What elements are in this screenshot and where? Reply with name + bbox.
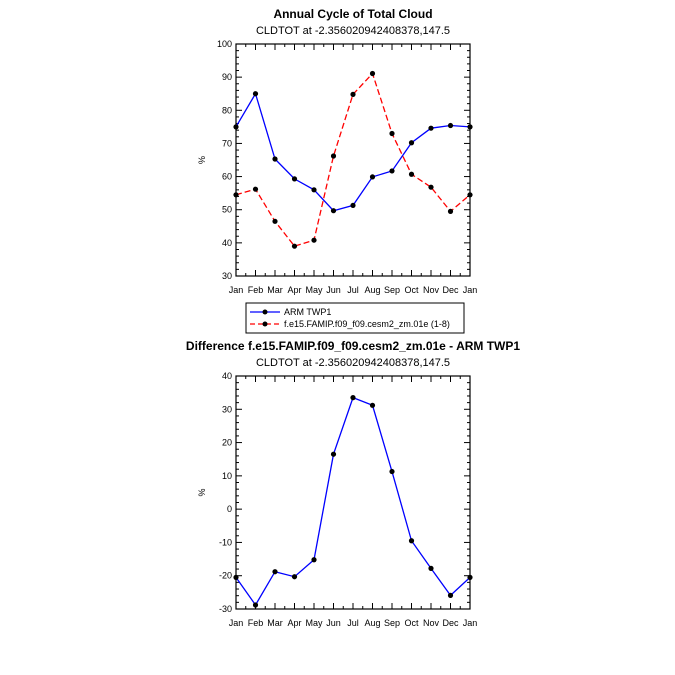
y-axis-label: % [197,156,207,164]
y-tick-label: 30 [222,404,232,414]
data-point [350,395,356,401]
data-point [467,192,473,198]
y-axis-label: % [197,488,207,496]
x-tick-label: Aug [364,285,380,295]
series-line-1 [235,92,471,212]
x-tick-label: Apr [287,285,301,295]
data-point [428,565,434,571]
x-tick-label: Feb [248,618,264,628]
data-point [350,91,356,97]
data-point [447,122,454,129]
y-tick-label: -20 [219,571,232,581]
series-line-2 [235,72,471,247]
x-tick-label: Mar [267,285,283,295]
y-tick-label: 60 [222,172,232,182]
x-tick-label: Jan [463,285,478,295]
data-point [291,176,298,182]
data-point [369,402,376,408]
y-tick-label: 40 [222,238,232,248]
data-point [389,468,395,475]
data-point [447,208,454,214]
x-tick-label: Nov [423,285,440,295]
y-tick-label: 70 [222,138,232,148]
data-point [233,192,239,198]
y-tick-label: 20 [222,438,232,448]
data-point [252,602,259,608]
x-tick-label: Jan [463,618,478,628]
legend-entry-label: ARM TWP1 [284,307,331,317]
data-point [467,124,473,130]
x-tick-label: Jul [347,618,359,628]
x-tick-label: Jun [326,618,341,628]
y-tick-label: 100 [217,39,232,49]
data-point [252,91,259,97]
x-tick-label: Dec [442,285,459,295]
y-tick-label: 10 [222,471,232,481]
chart-subtitle: CLDTOT at -2.356020942408378,147.5 [256,25,450,37]
data-point [408,171,415,177]
chart-subtitle: CLDTOT at -2.356020942408378,147.5 [256,357,450,369]
data-point [428,184,434,190]
legend-entry-label: f.e15.FAMIP.f09_f09.cesm2_zm.01e (1-8) [284,319,450,329]
y-tick-label: 0 [227,504,232,514]
chart-title: Annual Cycle of Total Cloud [273,7,432,21]
y-tick-label: 50 [222,205,232,215]
y-tick-label: -30 [219,604,232,614]
x-tick-label: Aug [364,618,380,628]
data-point [467,574,473,580]
data-point [233,124,239,130]
data-point [311,237,317,243]
x-tick-label: Jul [347,285,359,295]
x-tick-label: Jan [229,285,244,295]
x-tick-label: Oct [404,285,419,295]
x-tick-label: Feb [248,285,264,295]
x-tick-label: Sep [384,618,400,628]
data-point [252,186,259,192]
chart-panel-2: Difference f.e15.FAMIP.f09_f09.cesm2_zm.… [186,339,520,628]
data-point [311,557,317,563]
y-tick-label: -10 [219,537,232,547]
data-point [389,168,395,174]
x-tick-label: Jan [229,618,244,628]
data-point [408,538,415,544]
x-tick-label: Nov [423,618,440,628]
data-point [330,208,337,214]
y-tick-label: 30 [222,271,232,281]
x-tick-label: Apr [287,618,301,628]
data-point [447,592,454,598]
legend-box [245,302,465,334]
data-point [350,202,356,209]
data-point [272,156,278,162]
data-point [408,140,415,146]
data-point [330,153,337,159]
data-point [330,451,337,457]
data-point [369,174,376,180]
data-point [291,574,298,580]
chart-panel-1: Annual Cycle of Total Cloud CLDTOT at -2.… [197,7,478,334]
y-tick-label: 90 [222,72,232,82]
plot-frame [235,43,471,277]
data-point [233,574,239,580]
y-tick-label: 80 [222,105,232,115]
data-point [369,70,376,77]
x-tick-label: Sep [384,285,400,295]
data-point [272,569,278,575]
x-tick-label: Dec [442,618,459,628]
x-tick-label: Jun [326,285,341,295]
legend-swatch-marker [262,309,268,315]
data-point [291,243,298,249]
x-tick-label: May [305,285,323,295]
data-point [389,130,395,137]
series-line-1 [235,396,471,607]
x-tick-label: Oct [404,618,419,628]
chart-title: Difference f.e15.FAMIP.f09_f09.cesm2_zm.… [186,339,520,353]
data-point [428,125,434,131]
x-tick-label: May [305,618,323,628]
y-tick-label: 40 [222,371,232,381]
data-point [272,218,278,224]
data-point [311,187,317,193]
x-tick-label: Mar [267,618,283,628]
legend-swatch-marker [262,321,268,327]
